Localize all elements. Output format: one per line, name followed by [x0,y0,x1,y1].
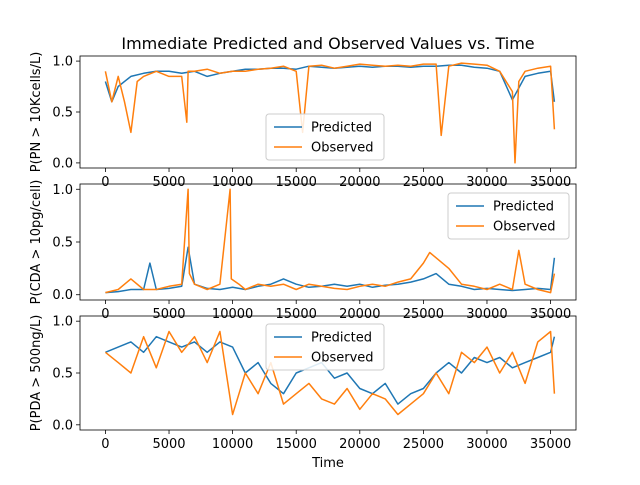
legend-box [447,192,570,240]
x-tick-label: 20000 [339,307,380,322]
x-tick-label: 5000 [152,437,185,452]
legend-label-predicted: Predicted [493,200,554,215]
x-tick-label: 30000 [466,437,507,452]
x-tick-label: 35000 [530,307,571,322]
subplot-1: 0 5000 10000 15000 20000 25000 30000 35000 0.0 0.… [29,52,577,190]
x-tick-label: 35000 [530,175,571,190]
y-tick-label: 0.5 [52,106,73,121]
y-tick-label: 1.0 [52,183,73,198]
x-tick-label: 30000 [466,307,507,322]
x-tick-label: 0 [101,175,109,190]
x-tick-label: 15000 [276,437,317,452]
y-tick-label: 0.0 [52,418,73,433]
y-axis-label: P(CDA > 10pg/cell) [29,180,44,305]
y-axis-label: P(PN > 10Kcells/L) [29,52,44,173]
y-tick-label: 0.5 [52,236,73,251]
x-tick-label: 0 [101,437,109,452]
legend-label-observed: Observed [493,220,556,235]
legend-box [265,113,385,161]
y-tick-label: 0.0 [52,288,73,303]
x-tick-label: 15000 [276,307,317,322]
series-line-predicted [104,64,556,103]
x-tick-label: 30000 [466,175,507,190]
legend: Predicted Observed [265,113,385,161]
x-tick-label: 10000 [212,175,253,190]
x-tick-label: 25000 [403,437,444,452]
series-line-observed [104,330,556,416]
x-tick-label: 10000 [212,307,253,322]
legend: Predicted Observed [447,192,570,240]
subplot-3: 0 5000 10000 15000 20000 25000 30000 35000 0.0 0.… [29,315,577,452]
x-tick-label: 35000 [530,437,571,452]
series-line-observed [104,62,556,164]
legend-label-observed: Observed [311,141,374,156]
y-tick-label: 0.5 [52,367,73,382]
chart-title: Immediate Predicted and Observed Values … [121,34,534,53]
y-axis-label: P(PDA > 500ng/L) [29,315,44,432]
x-tick-label: 25000 [403,175,444,190]
x-tick-label: 15000 [276,175,317,190]
x-tick-label: 10000 [212,437,253,452]
series-line-observed [105,188,556,294]
legend-label-predicted: Predicted [311,331,372,346]
series-line-predicted [105,335,556,405]
subplot-2: 0 5000 10000 15000 20000 25000 30000 35000 0.0 0.… [29,180,577,322]
legend: Predicted Observed [265,323,385,371]
x-tick-label: 0 [101,307,109,322]
x-axis-label: Time [311,456,344,471]
legend-box [265,323,385,371]
x-tick-label: 5000 [152,175,185,190]
x-tick-label: 25000 [403,307,444,322]
y-tick-label: 0.0 [52,156,73,171]
x-tick-label: 20000 [339,437,380,452]
legend-label-predicted: Predicted [311,121,372,136]
x-tick-label: 5000 [152,307,185,322]
x-tick-label: 20000 [339,175,380,190]
legend-label-observed: Observed [311,351,374,366]
y-tick-label: 1.0 [52,315,73,330]
y-tick-label: 1.0 [52,55,73,70]
